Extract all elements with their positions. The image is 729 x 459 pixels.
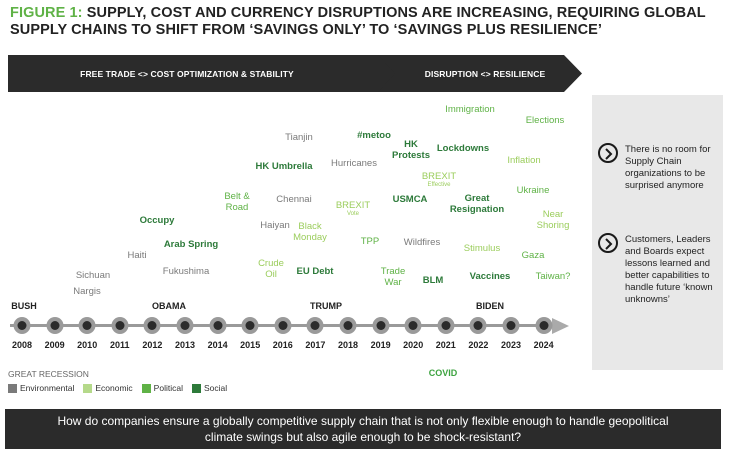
event-hurricanes: Hurricanes <box>331 158 377 169</box>
timeline-dot-2008 <box>13 317 31 334</box>
year-label-2020: 2020 <box>403 340 424 350</box>
event-wildfires: Wildfires <box>403 237 441 248</box>
timeline-dot-2021 <box>437 317 455 334</box>
event-arab-spring: Arab Spring <box>163 239 219 250</box>
title-line-1: FIGURE 1: SUPPLY, COST AND CURRENCY DISR… <box>10 5 706 21</box>
timeline-dot-2023 <box>502 317 520 334</box>
year-label-2009: 2009 <box>44 340 65 350</box>
legend-swatch <box>8 383 17 393</box>
event-immigration: Immigration <box>445 104 495 115</box>
year-label-2012: 2012 <box>142 340 163 350</box>
figure-title: FIGURE 1: SUPPLY, COST AND CURRENCY DISR… <box>10 5 706 39</box>
event-crude-oil: Crude Oil <box>258 258 284 280</box>
event-haiti: Haiti <box>127 250 147 261</box>
timeline-dot-2020 <box>404 317 422 334</box>
event-hk-umbrella: HK Umbrella <box>255 161 313 172</box>
title-line-2: SUPPLY CHAINS TO SHIFT FROM ‘SAVINGS ONL… <box>10 22 603 38</box>
timeline-dot-2015 <box>241 317 259 334</box>
event-usmca: USMCA <box>392 194 428 205</box>
president-trump: TRUMP <box>310 301 342 311</box>
event-chennai: Chennai <box>276 194 312 205</box>
event-elections: Elections <box>525 115 565 126</box>
event-taiwan: Taiwan? <box>535 271 571 282</box>
event-nargis: Nargis <box>73 286 101 297</box>
event-brexit-vote: BREXIT Vote <box>335 200 371 217</box>
legend: Environmental Economic Political Social <box>8 383 236 393</box>
timeline-arrowhead <box>552 318 569 334</box>
callout-panel: There is no room for Supply Chain organi… <box>592 95 723 370</box>
timeline-dot-2017 <box>306 317 324 334</box>
chevron-right-icon <box>598 233 618 253</box>
timeline-dot-2022 <box>469 317 487 334</box>
era-arrow-disruption: DISRUPTION <> RESILIENCE <box>378 55 582 92</box>
event-vaccines: Vaccines <box>469 271 511 282</box>
event-inflation: Inflation <box>507 155 541 166</box>
year-label-2022: 2022 <box>468 340 489 350</box>
event-tpp: TPP <box>360 236 380 247</box>
year-label-2024: 2024 <box>533 340 554 350</box>
event-ukraine: Ukraine <box>516 185 550 196</box>
timeline-dot-2012 <box>143 317 161 334</box>
president-biden: BIDEN <box>475 301 505 311</box>
timeline-dot-2016 <box>274 317 292 334</box>
year-label-2010: 2010 <box>77 340 98 350</box>
event-sichuan: Sichuan <box>75 270 111 281</box>
event-great-resignation: Great Resignation <box>449 193 505 215</box>
legend-item-economic: Economic <box>83 383 133 393</box>
callout-text: Customers, Leaders and Boards expect les… <box>625 234 713 305</box>
event-lockdowns: Lockdowns <box>436 143 490 154</box>
year-label-2021: 2021 <box>435 340 456 350</box>
timeline-dot-2024 <box>535 317 553 334</box>
president-bush: BUSH <box>11 301 37 311</box>
callout-text: There is no room for Supply Chain organi… <box>625 144 711 191</box>
event-fukushima: Fukushima <box>162 266 210 277</box>
year-label-2008: 2008 <box>11 340 33 350</box>
event-occupy: Occupy <box>139 215 175 226</box>
event-hk-protests: HK Protests <box>391 139 431 161</box>
timeline-dot-2018 <box>339 317 357 334</box>
year-label-2011: 2011 <box>110 340 130 350</box>
event-metoo: #metoo <box>357 130 391 141</box>
event-haiyan: Haiyan <box>260 220 290 231</box>
timeline-dot-2019 <box>372 317 390 334</box>
era-arrow-free-trade: FREE TRADE <> COST OPTIMIZATION & STABIL… <box>8 55 396 92</box>
year-label-2015: 2015 <box>240 340 261 350</box>
legend-swatch <box>83 383 93 393</box>
year-label-2018: 2018 <box>337 340 359 350</box>
great-recession-label: GREAT RECESSION <box>8 369 89 379</box>
legend-item-political: Political <box>141 383 183 393</box>
event-brexit-effective: BREXIT Effective <box>421 171 457 188</box>
year-label-2016: 2016 <box>272 340 293 350</box>
question-text: How do companies ensure a globally compe… <box>57 414 669 444</box>
event-belt-road: Belt & Road <box>224 191 250 213</box>
legend-item-environmental: Environmental <box>8 383 74 393</box>
question-banner: How do companies ensure a globally compe… <box>5 409 721 449</box>
legend-swatch <box>141 383 151 393</box>
event-stimulus: Stimulus <box>463 243 501 254</box>
event-tianjin: Tianjin <box>285 132 313 143</box>
president-obama: OBAMA <box>152 301 186 311</box>
year-label-2017: 2017 <box>305 340 326 350</box>
timeline-dot-2013 <box>176 317 194 334</box>
event-near-shoring: Near Shoring <box>536 209 570 231</box>
timeline-dot-2009 <box>46 317 64 334</box>
legend-item-social: Social <box>191 383 227 393</box>
chevron-right-icon <box>598 143 618 163</box>
year-label-2023: 2023 <box>500 340 522 350</box>
event-gaza: Gaza <box>521 250 545 261</box>
year-label-2013: 2013 <box>174 340 196 350</box>
year-label-2014: 2014 <box>207 340 228 350</box>
timeline-dot-2011 <box>111 317 129 334</box>
legend-swatch <box>191 383 201 393</box>
covid-label: COVID <box>428 368 458 378</box>
timeline-dot-2014 <box>209 317 227 334</box>
event-black-monday: Black Monday <box>293 221 327 243</box>
event-eu-debt: EU Debt <box>296 266 334 277</box>
figure-number: FIGURE 1: <box>10 5 83 21</box>
year-label-2019: 2019 <box>370 340 391 350</box>
timeline-dot-2010 <box>78 317 96 334</box>
event-trade-war: Trade War <box>380 266 406 288</box>
event-blm: BLM <box>422 275 444 286</box>
